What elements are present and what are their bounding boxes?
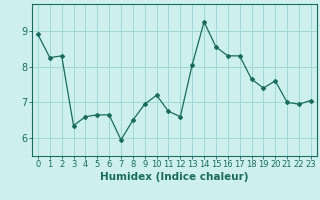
X-axis label: Humidex (Indice chaleur): Humidex (Indice chaleur) (100, 172, 249, 182)
